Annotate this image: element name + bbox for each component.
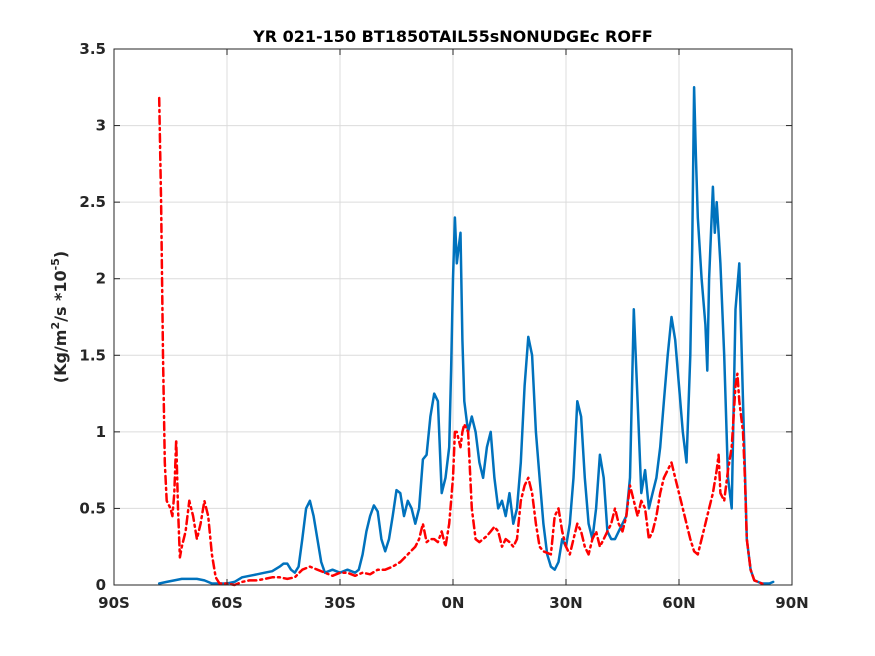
y-tick-label: 3.5 xyxy=(79,40,106,58)
x-tick-label: 30N xyxy=(549,594,582,612)
chart-title: YR 021-150 BT1850TAIL55sNONUDGEc ROFF xyxy=(252,27,653,46)
x-tick-label: 90S xyxy=(98,594,130,612)
y-tick-label: 1.5 xyxy=(79,346,106,364)
y-tick-label: 2.5 xyxy=(79,193,106,211)
y-tick-label: 3 xyxy=(96,117,106,135)
series-line-2 xyxy=(157,96,767,587)
x-tick-label: 0N xyxy=(442,594,465,612)
x-axis-ticks: 90S 60S 30S 0N 30N 60N 90N xyxy=(98,49,809,612)
series-layer xyxy=(157,86,775,587)
y-tick-label: 0 xyxy=(96,576,106,594)
y-axis-ticks: 0 0.5 1 1.5 2 2.5 3 3.5 xyxy=(79,40,792,594)
y-tick-label: 0.5 xyxy=(79,499,106,517)
x-tick-label: 90N xyxy=(775,594,808,612)
series-line-1 xyxy=(157,86,775,585)
x-tick-label: 30S xyxy=(324,594,356,612)
x-tick-label: 60S xyxy=(211,594,243,612)
x-tick-label: 60N xyxy=(662,594,695,612)
y-tick-label: 2 xyxy=(96,270,106,288)
y-tick-label: 1 xyxy=(96,423,106,441)
y-axis-label: (Kg/m2/s *10-5) xyxy=(49,251,70,383)
